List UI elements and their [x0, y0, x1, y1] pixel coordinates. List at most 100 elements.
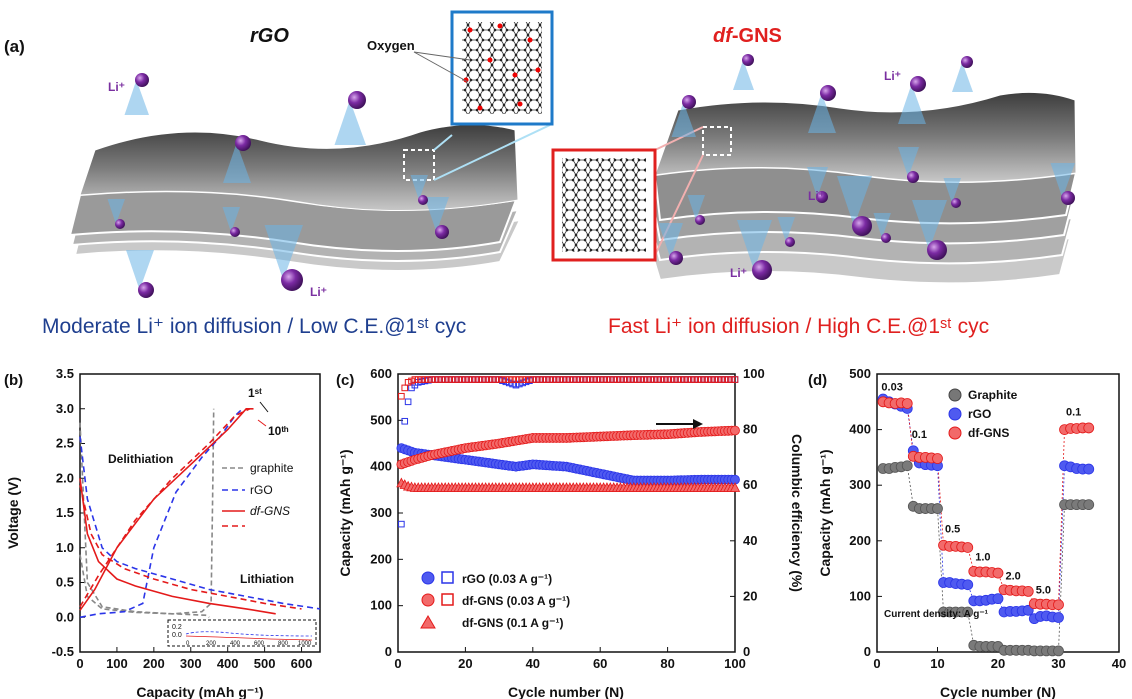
data-point — [694, 376, 702, 383]
data-point — [418, 376, 425, 383]
legend-rgo-003: rGO (0.03 A g⁻¹) — [462, 572, 552, 586]
li-ion — [785, 237, 795, 247]
data-point — [671, 376, 678, 383]
data-point — [607, 376, 614, 383]
legend-rgo: rGO — [250, 483, 273, 497]
data-point — [431, 376, 439, 383]
data-point — [728, 376, 735, 383]
data-point — [542, 376, 550, 383]
data-point — [721, 376, 729, 383]
dfgns-title-rest: -GNS — [732, 25, 782, 47]
data-point — [590, 376, 597, 383]
delithiation-label: Delithiation — [108, 452, 173, 466]
panel-b-legend: graphite rGO df-GNS — [222, 461, 294, 527]
y-tick-label: 0.0 — [56, 609, 74, 624]
data-point — [627, 376, 634, 383]
data-point — [482, 376, 489, 383]
x-tick-label: 0 — [76, 656, 83, 671]
dfgns-zoom-box — [702, 126, 732, 156]
data-point — [529, 376, 537, 383]
li-ion — [281, 269, 303, 291]
inset-xtick: 200 — [206, 641, 217, 647]
data-point — [637, 376, 644, 383]
data-point — [593, 376, 601, 383]
li-ion — [742, 54, 754, 66]
li-ion — [138, 282, 154, 298]
x-tick-label: 20 — [458, 656, 472, 671]
y-tick-label: 2.0 — [56, 470, 74, 485]
rgo-structure-inset — [450, 10, 554, 126]
oxygen-label: Oxygen — [367, 38, 415, 53]
x-tick-label: 500 — [254, 656, 276, 671]
ion-glow-trail — [424, 197, 449, 232]
data-point — [505, 379, 513, 387]
li-ion — [695, 215, 705, 225]
data-point — [603, 376, 611, 383]
legend-graphite: graphite — [250, 461, 294, 475]
data-point — [731, 376, 739, 383]
legend-rgo-d: rGO — [968, 407, 991, 421]
data-point — [664, 376, 671, 383]
data-point — [681, 376, 688, 383]
y-tick-label: 0.5 — [56, 575, 74, 590]
data-point — [580, 376, 587, 383]
y-tick-label: 500 — [849, 366, 871, 381]
data-point — [478, 376, 486, 383]
oxygen-pointer — [413, 51, 471, 61]
li-ion — [235, 135, 251, 151]
li-ion — [816, 191, 828, 203]
data-point — [724, 376, 732, 383]
data-point — [519, 379, 526, 387]
li-label: Li⁺ — [730, 266, 747, 280]
data-point — [640, 376, 648, 383]
data-point — [617, 376, 624, 383]
data-point — [549, 376, 557, 383]
tenth-cycle-label: 10ᵗʰ — [268, 424, 289, 438]
data-point — [992, 593, 1004, 605]
data-point — [962, 579, 974, 591]
data-point — [458, 376, 466, 383]
data-point — [441, 376, 449, 383]
x-tick-label: 600 — [291, 656, 313, 671]
panel-c: (c) 0 20 40 60 80 100010020030040050060002040… — [336, 366, 805, 699]
panel-d-ylabel: Capacity (mAh g⁻¹) — [817, 449, 833, 576]
data-point — [576, 376, 584, 383]
ion-glow-trail — [737, 220, 772, 270]
data-point — [472, 376, 479, 383]
data-point — [721, 376, 729, 383]
data-point — [654, 376, 661, 383]
data-point — [1053, 599, 1064, 611]
li-ion — [927, 240, 947, 260]
data-point — [677, 376, 685, 383]
data-point — [671, 376, 678, 383]
x-tick-label: 40 — [1112, 656, 1126, 671]
curve-graphite — [79, 422, 210, 618]
data-point — [583, 376, 591, 383]
x-tick-label: 20 — [991, 656, 1005, 671]
data-point — [563, 376, 570, 383]
ion-glow-trail — [837, 176, 872, 226]
current-density-note: Current density: A g⁻¹ — [884, 609, 989, 620]
li-ion — [1061, 191, 1075, 205]
data-point — [650, 376, 658, 383]
x-tick-label: 0 — [873, 656, 880, 671]
panel-d-label: (d) — [808, 372, 827, 389]
data-point — [593, 376, 601, 383]
panel-a: (a) rGO df-GNS Oxygen — [4, 10, 1078, 338]
data-point — [485, 376, 493, 383]
curve-rgo — [79, 436, 321, 610]
data-point — [435, 376, 442, 383]
data-point — [617, 376, 624, 383]
li-ion — [881, 233, 891, 243]
data-point — [647, 376, 655, 383]
li-ion — [961, 56, 973, 68]
data-point — [425, 376, 432, 383]
data-point — [962, 542, 974, 553]
li-ion — [852, 216, 872, 236]
data-point — [600, 376, 607, 383]
panel-d-series: 0.03 0.1 0.5 1.0 2.0 5.0 0.1 — [877, 382, 1095, 657]
inset-xtick: 800 — [278, 641, 289, 647]
li-ion — [910, 76, 926, 92]
dfgns-title: df-GNS — [713, 25, 782, 47]
ion-glow-trail — [264, 225, 303, 280]
